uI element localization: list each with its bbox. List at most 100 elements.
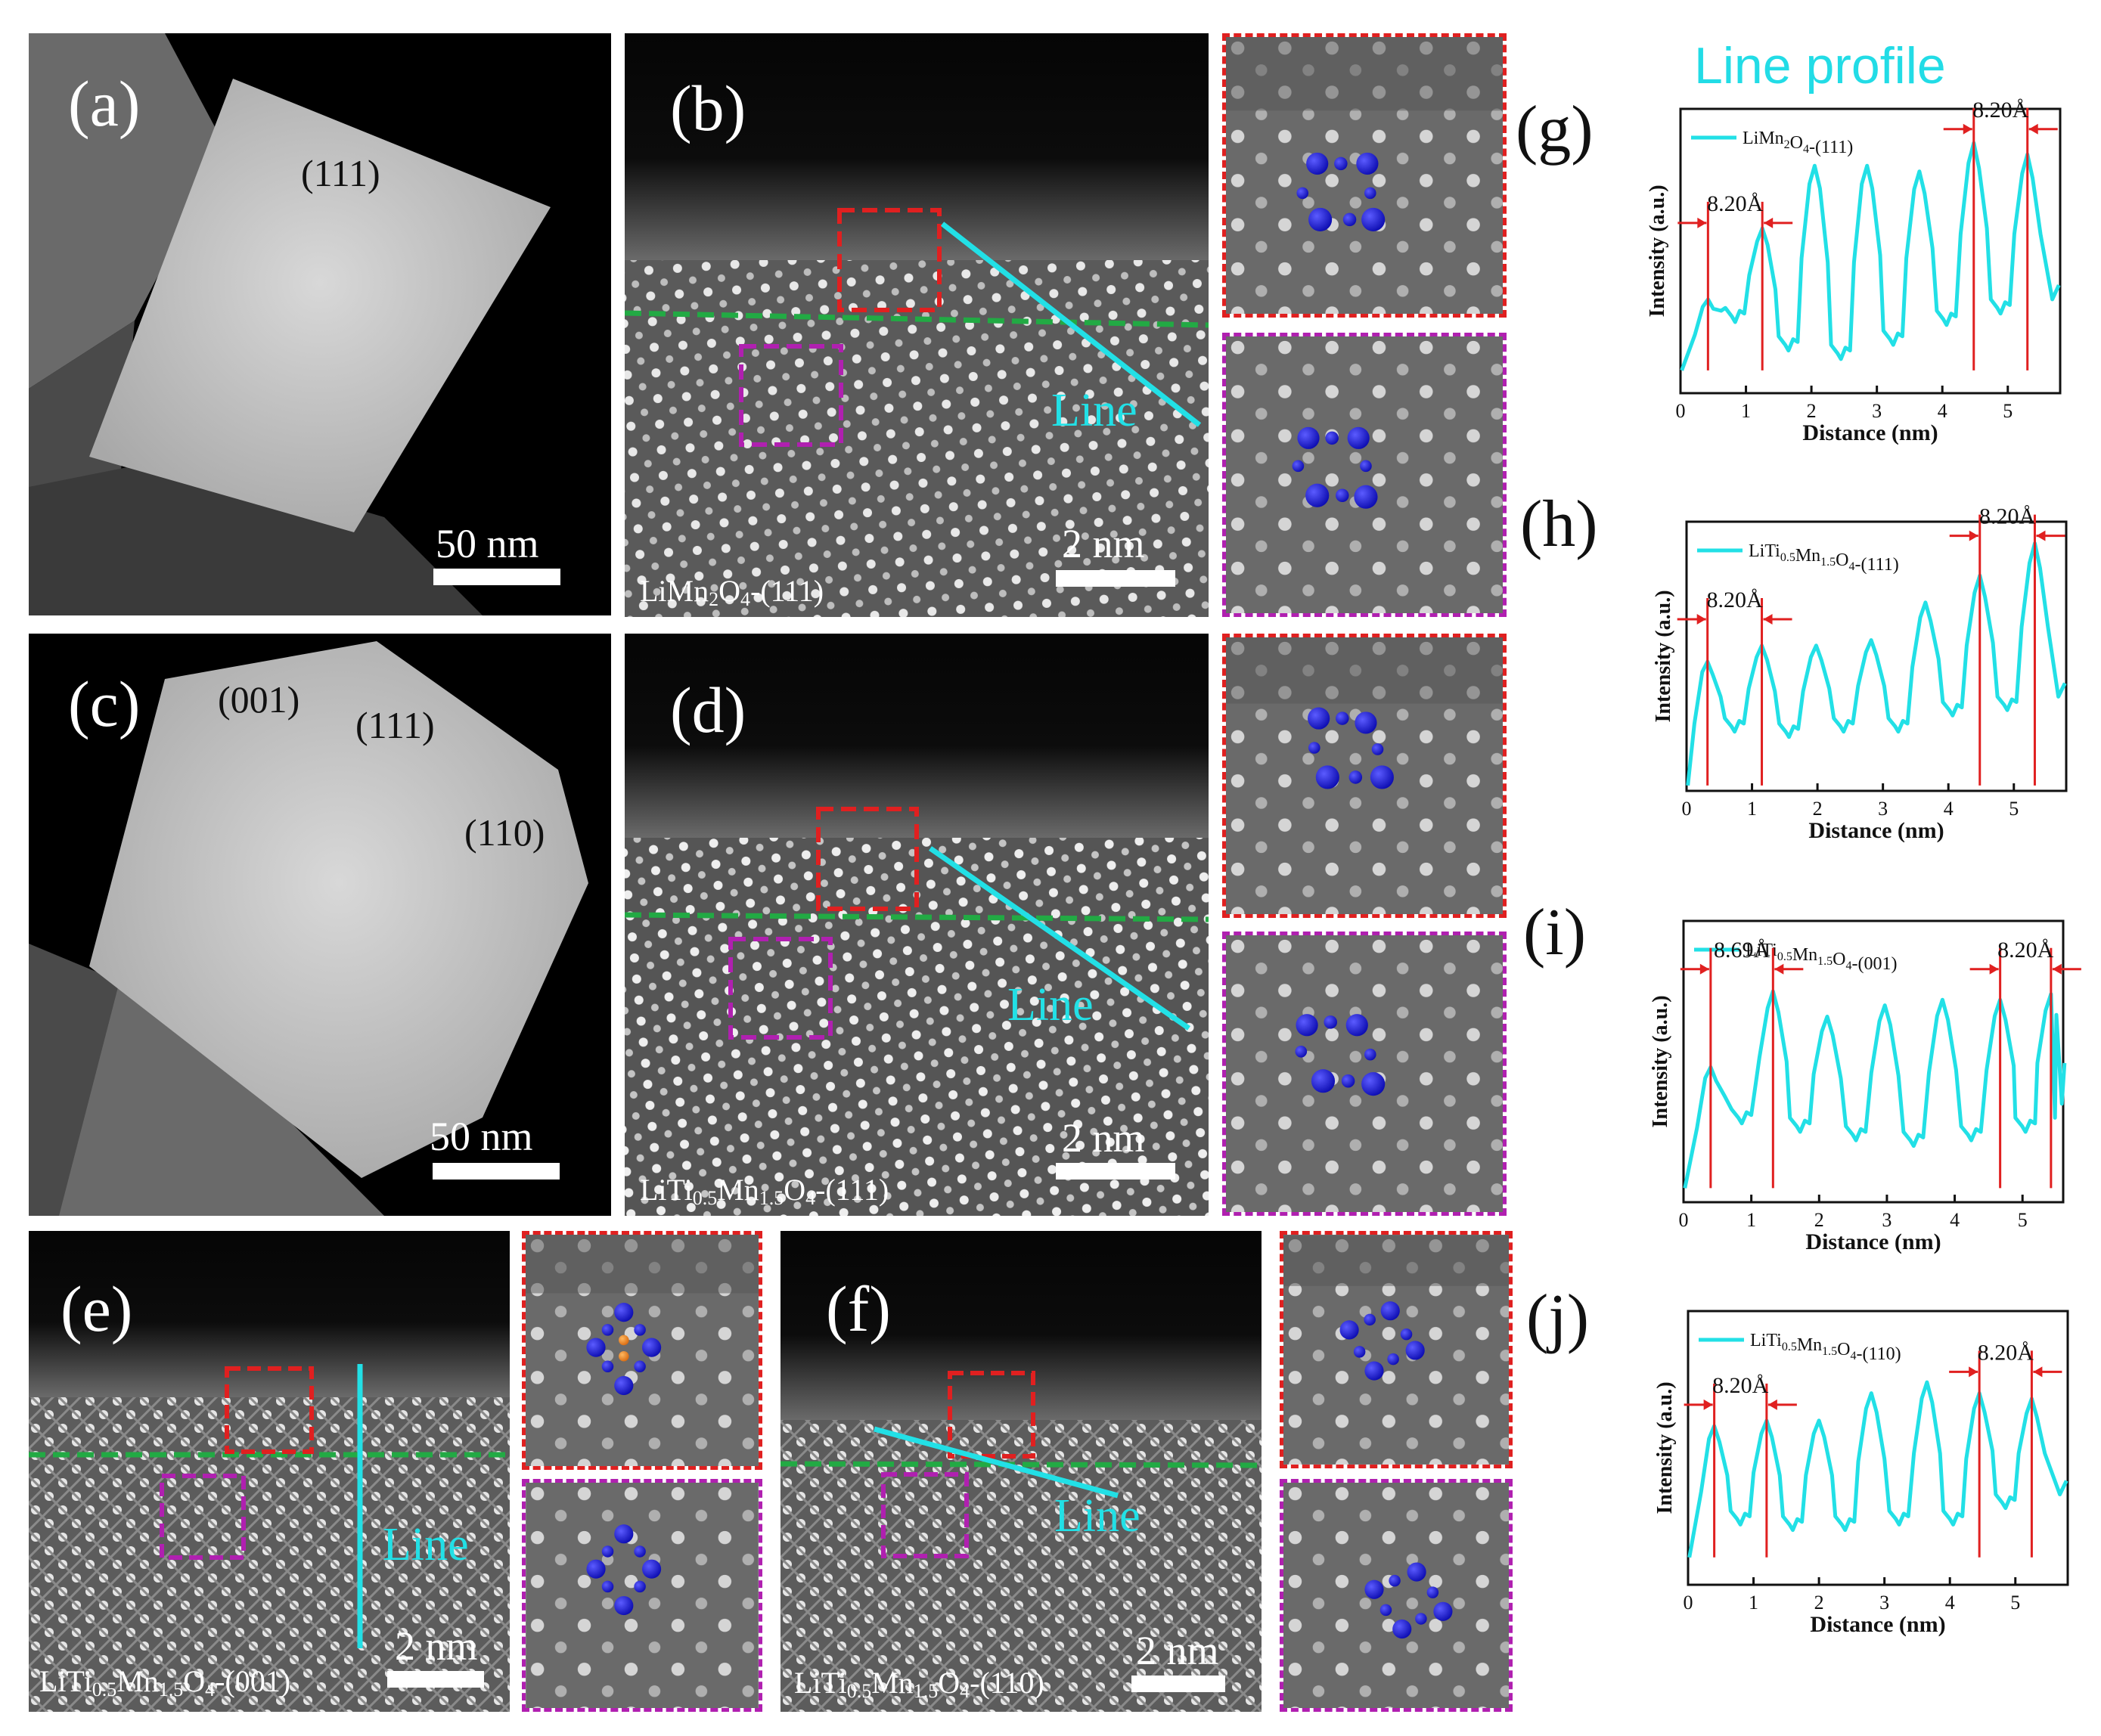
x-tick-label: 3 [1882, 1209, 1892, 1231]
plot-frame [1685, 520, 2068, 792]
inset-d-surface [1222, 634, 1507, 918]
x-tick-label: 0 [1682, 798, 1692, 820]
scale-bar [433, 1163, 560, 1180]
scale-bar [433, 569, 560, 585]
x-axis-label: Distance (nm) [1810, 1612, 1945, 1637]
arrow-head [1969, 530, 1978, 541]
x-tick-label: 1 [1749, 1592, 1758, 1614]
sample-formula: LiTi0.5Mn1.5O4-(111) [640, 1173, 889, 1209]
x-tick-label: 3 [1872, 400, 1882, 422]
sample-formula: LiMn2O4-(111) [640, 574, 824, 610]
spacing-label: 8.20Å [1978, 1340, 2034, 1365]
x-tick-label: 0 [1679, 1209, 1689, 1231]
spacing-annotation: 8.20Å [1943, 98, 2058, 370]
panel-label: (a) [68, 67, 141, 140]
arrow-head [1989, 963, 1999, 975]
facet-label: (001) [218, 678, 300, 721]
peak-point [1925, 1381, 1929, 1384]
spacing-annotation: 8.20Å [1677, 587, 1792, 786]
inset-b-bulk [1222, 333, 1507, 617]
profile-svg: 0 1 2 3 4 5 Distance (nm) Intensity (a.u.) LiTi0… [1652, 504, 2068, 843]
peak-point [1883, 1003, 1887, 1007]
atom-model [1296, 152, 1386, 231]
profile-series [1680, 141, 2061, 371]
peak-point [1870, 638, 1873, 642]
plot-frame [1679, 107, 2062, 395]
y-axis-label: Intensity (a.u.) [1646, 184, 1669, 317]
panel-d-image: (d) Line 2 nm LiTi0.5Mn1.5O4-(111) [625, 634, 1209, 1216]
x-tick-label: 4 [1950, 1209, 1960, 1231]
peak-point [1870, 1391, 1873, 1395]
spacing-label: 8.69Å [1714, 938, 1770, 963]
plot-frame [1687, 1310, 2069, 1586]
arrow-head [1774, 963, 1784, 975]
spacing-annotation: 8.20Å [1684, 1373, 1797, 1558]
legend-label: LiTi0.5Mn1.5O4-(111) [1749, 541, 1899, 575]
facet-label: (110) [464, 811, 545, 854]
arrow-head [2052, 963, 2062, 975]
scale-text: 2 nm [1062, 521, 1145, 566]
x-tick-label: 5 [2009, 798, 2019, 820]
legend: LiTi0.5Mn1.5O4-(110) [1699, 1331, 1901, 1364]
arrow-head [1699, 963, 1709, 975]
y-axis-label: Intensity (a.u.) [1653, 1381, 1677, 1514]
arrow-head [1969, 1366, 1978, 1378]
arrow-head [2033, 1366, 2043, 1378]
peak-point [1917, 169, 1921, 173]
line-profile-title: Line profile [1694, 37, 1946, 95]
scale-text: 2 nm [395, 1623, 478, 1669]
spacing-label: 8.20Å [1712, 1373, 1769, 1398]
scale-bar [1056, 570, 1175, 587]
profile-svg: 0 1 2 3 4 5 Distance (nm) Intensity (a.u.) LiTi0… [1649, 919, 2081, 1254]
line-profile-plot-h: 0 1 2 3 4 5 Distance (nm) Intensity (a.u.) LiTi0… [1634, 504, 2072, 844]
scale-text: 2 nm [1062, 1115, 1145, 1161]
arrow-head [1697, 217, 1707, 228]
x-tick-label: 1 [1741, 400, 1751, 422]
legend: LiTi0.5Mn1.5O4-(111) [1697, 541, 1899, 575]
panel-c-image: (c) (001) (111) (110) 50 nm [29, 634, 611, 1216]
profile-series [1687, 1380, 2068, 1558]
arrow-head [1696, 614, 1706, 625]
sample-formula: LiTi0.5Mn1.5O4-(110) [794, 1666, 1044, 1702]
x-tick-label: 2 [1814, 1209, 1824, 1231]
arrow-head [1763, 614, 1773, 625]
x-tick-label: 0 [1684, 1592, 1693, 1614]
arrow-head [1703, 1399, 1713, 1410]
line-label: Line [1007, 979, 1094, 1031]
spacing-annotation: 8.20Å [1949, 1340, 2062, 1558]
y-axis-label: Intensity (a.u.) [1652, 590, 1675, 722]
facet-label: (111) [301, 152, 380, 194]
spacing-label: 8.20Å [1707, 587, 1764, 612]
inset-b-surface [1222, 33, 1507, 318]
facet-label: (111) [355, 704, 435, 746]
panel-e-image: (e) Line 2 nm LiTi0.5Mn1.5O4-(001) [29, 1231, 510, 1712]
profile-series [1683, 989, 2067, 1189]
atom-model [1295, 1014, 1386, 1096]
plot-frame [1682, 919, 2065, 1204]
scale-text: 2 nm [1136, 1628, 1219, 1673]
spacing-annotation: 8.20Å [1969, 938, 2081, 1189]
line-label: Line [1054, 1490, 1140, 1542]
plot-label: (g) [1516, 93, 1594, 166]
spacing-label: 8.20Å [1707, 191, 1764, 216]
panel-label: (b) [670, 72, 746, 144]
x-tick-label: 0 [1676, 400, 1686, 422]
line-profile-plot-j: 0 1 2 3 4 5 Distance (nm) Intensity (a.u.) LiTi0… [1635, 1300, 2074, 1638]
x-tick-label: 1 [1747, 798, 1757, 820]
x-tick-label: 5 [2010, 1592, 2020, 1614]
line-label: Line [383, 1519, 469, 1570]
x-tick-label: 4 [1944, 798, 1954, 820]
atom-model [586, 1303, 662, 1396]
peak-point [1865, 164, 1869, 168]
plot-label: (j) [1526, 1282, 1590, 1355]
sample-formula: LiTi0.5Mn1.5O4-(001) [39, 1664, 291, 1700]
line-label: Line [1051, 385, 1137, 436]
panel-f-image: (f) Line 2 nm LiTi0.5Mn1.5O4-(110) [781, 1231, 1262, 1712]
atom-model [1292, 426, 1378, 509]
peak-point [1923, 600, 1927, 604]
line-profile-plot-i: 0 1 2 3 4 5 Distance (nm) Intensity (a.u.) LiTi0… [1631, 910, 2081, 1255]
legend: LiTi0.5Mn1.5O4-(001) [1694, 941, 1897, 974]
x-tick-label: 5 [2018, 1209, 2028, 1231]
x-tick-label: 5 [2003, 400, 2013, 422]
scale-bar [387, 1671, 484, 1688]
